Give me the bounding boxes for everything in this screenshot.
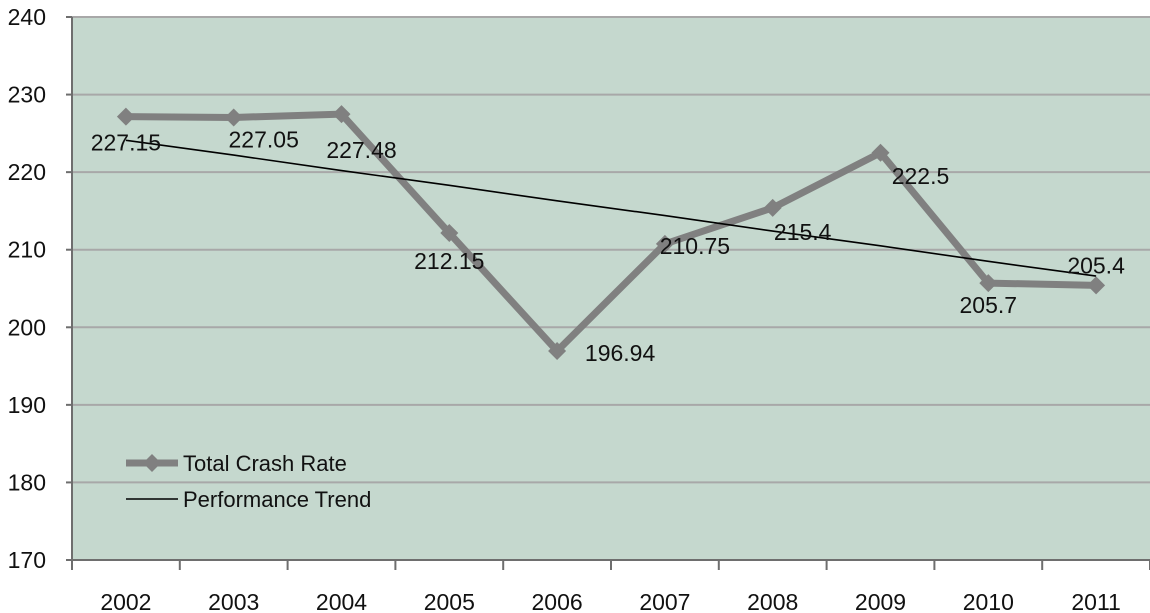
x-tick-label: 2003	[208, 589, 259, 613]
series-line-total-crash-rate	[125, 110, 1097, 355]
data-point-marker	[332, 105, 351, 124]
data-point-marker	[548, 342, 567, 361]
data-label: 205.7	[960, 292, 1018, 318]
y-tick-label: 230	[8, 82, 46, 108]
y-tick-label: 190	[8, 392, 46, 418]
data-point-marker	[979, 274, 998, 293]
data-label: 212.15	[414, 248, 484, 274]
data-point-marker	[440, 224, 459, 243]
y-tick-label: 220	[8, 159, 46, 185]
y-tick-label: 240	[8, 4, 46, 30]
data-label: 222.5	[892, 163, 950, 189]
data-point-marker	[655, 234, 674, 253]
data-point-marker	[1087, 276, 1106, 295]
x-tick-label: 2007	[639, 589, 690, 613]
data-label: 227.48	[326, 137, 396, 163]
x-tick-label: 2008	[747, 589, 798, 613]
data-point-marker	[763, 198, 782, 217]
x-tick-label: 2005	[424, 589, 475, 613]
x-tick-label: 2006	[532, 589, 583, 613]
series-line-performance-trend	[125, 139, 1097, 277]
y-tick-label: 170	[8, 547, 46, 573]
legend-label-total-crash-rate: Total Crash Rate	[183, 451, 347, 476]
y-tick-label: 200	[8, 314, 46, 340]
data-label: 196.94	[585, 340, 656, 366]
x-tick-label: 2004	[316, 589, 367, 613]
data-point-marker	[871, 143, 890, 162]
data-point-marker	[116, 107, 135, 126]
data-label: 227.05	[229, 126, 299, 152]
x-tick-label: 2010	[963, 589, 1014, 613]
x-tick-label: 2009	[855, 589, 906, 613]
plot-area	[72, 17, 1150, 560]
y-tick-label: 210	[8, 237, 46, 263]
y-tick-label: 180	[8, 469, 46, 495]
x-tick-label: 2011	[1071, 589, 1120, 613]
data-label: 210.75	[660, 233, 730, 259]
data-label: 205.4	[1067, 252, 1125, 278]
x-tick-label: 2002	[100, 589, 151, 613]
legend-label-performance-trend: Performance Trend	[183, 487, 371, 512]
legend-marker-icon	[143, 454, 161, 472]
data-label: 227.15	[91, 130, 161, 156]
data-label: 215.4	[774, 219, 832, 245]
data-point-marker	[224, 108, 243, 127]
